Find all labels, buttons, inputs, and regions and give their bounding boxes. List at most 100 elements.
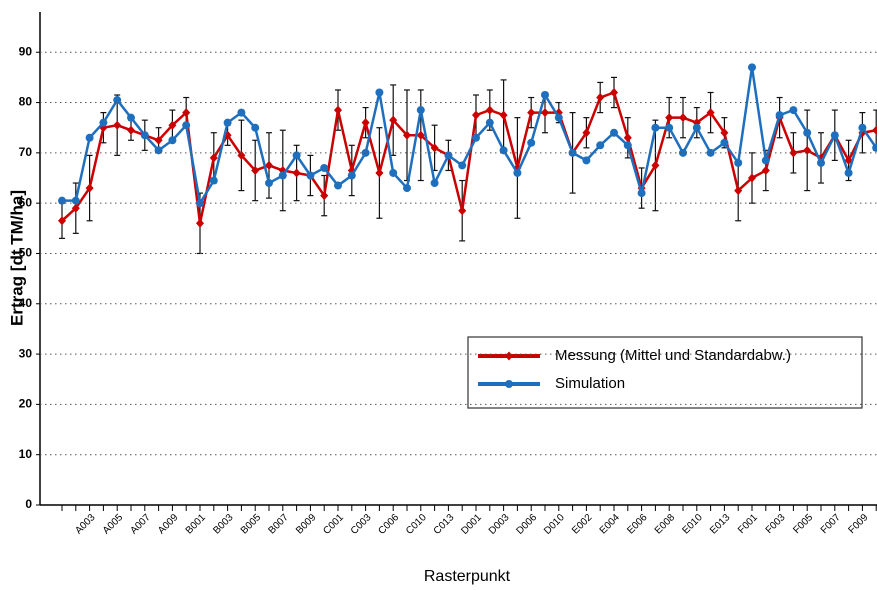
marker xyxy=(761,165,770,175)
marker xyxy=(416,130,425,140)
marker xyxy=(651,123,660,132)
x-tick-label: C003 xyxy=(349,512,374,537)
series-line xyxy=(62,66,877,205)
legend: Messung (Mittel und Standardabw.) Simulat… xyxy=(467,336,863,409)
x-tick-label: D006 xyxy=(515,512,540,537)
marker xyxy=(430,143,439,153)
x-tick-label: F007 xyxy=(819,512,843,536)
marker xyxy=(265,179,273,188)
marker xyxy=(872,125,877,135)
marker xyxy=(58,216,66,226)
marker xyxy=(830,131,839,140)
x-tick-label: C013 xyxy=(432,512,457,537)
marker xyxy=(223,118,232,127)
y-tick-label: 50 xyxy=(19,246,33,260)
marker xyxy=(71,196,80,205)
x-tick-label: F009 xyxy=(846,512,870,536)
y-tick-label: 70 xyxy=(19,145,33,159)
marker xyxy=(775,111,784,120)
x-tick-label: B005 xyxy=(239,512,264,537)
marker xyxy=(610,87,618,97)
marker xyxy=(389,168,398,177)
x-tick-label: C010 xyxy=(404,512,429,537)
marker xyxy=(568,148,577,157)
marker xyxy=(541,108,549,118)
marker xyxy=(499,110,508,120)
marker xyxy=(403,130,411,140)
y-tick-label: 40 xyxy=(19,296,33,310)
marker xyxy=(472,110,480,120)
y-tick-label: 60 xyxy=(19,195,33,209)
marker xyxy=(292,168,301,178)
marker xyxy=(637,189,646,198)
marker xyxy=(154,135,163,145)
marker xyxy=(692,123,701,132)
marker xyxy=(85,183,94,193)
marker xyxy=(99,118,108,127)
x-axis-label: Rasterpunkt xyxy=(424,568,511,585)
marker xyxy=(334,181,342,190)
marker xyxy=(209,176,218,185)
marker xyxy=(706,108,715,118)
legend-box xyxy=(467,336,863,409)
marker xyxy=(720,128,729,138)
marker xyxy=(623,141,632,150)
marker xyxy=(320,191,329,201)
marker xyxy=(665,113,674,123)
x-tick-label: C006 xyxy=(377,512,402,537)
marker xyxy=(154,146,163,155)
marker xyxy=(85,133,94,142)
marker xyxy=(485,118,494,127)
x-tick-label: F001 xyxy=(736,512,760,536)
marker xyxy=(237,108,246,117)
x-tick-label: E006 xyxy=(625,512,650,537)
marker xyxy=(113,96,122,105)
marker xyxy=(182,121,191,130)
marker xyxy=(237,150,246,160)
marker xyxy=(582,156,591,165)
marker xyxy=(610,128,618,137)
marker xyxy=(113,120,122,130)
marker xyxy=(306,171,315,180)
x-tick-label: A007 xyxy=(128,512,153,537)
x-tick-label: D010 xyxy=(542,512,567,537)
marker xyxy=(361,118,370,128)
marker xyxy=(182,108,191,118)
x-tick-label: B001 xyxy=(184,512,209,537)
marker xyxy=(803,128,812,137)
marker xyxy=(858,123,867,132)
marker xyxy=(458,206,467,216)
marker xyxy=(527,108,536,118)
x-tick-label: B009 xyxy=(294,512,319,537)
marker xyxy=(458,161,467,170)
x-tick-label: B007 xyxy=(266,512,291,537)
marker xyxy=(734,158,743,167)
marker xyxy=(748,173,756,183)
marker xyxy=(596,93,605,103)
marker xyxy=(485,105,494,115)
y-tick-label: 10 xyxy=(19,447,33,461)
marker xyxy=(71,203,80,213)
x-tick-label: A003 xyxy=(73,512,98,537)
y-tick-label: 30 xyxy=(19,346,33,360)
y-tick-label: 90 xyxy=(19,44,33,58)
legend-label: Messung (Mittel und Standardabw.) xyxy=(555,347,791,364)
marker xyxy=(292,151,301,160)
x-tick-label: E008 xyxy=(653,512,678,537)
x-tick-label: F005 xyxy=(791,512,815,536)
marker xyxy=(720,138,729,147)
y-tick-label: 20 xyxy=(19,397,33,411)
marker xyxy=(375,88,384,97)
marker xyxy=(472,133,480,142)
marker xyxy=(403,184,411,193)
marker xyxy=(748,63,756,72)
marker xyxy=(347,171,356,180)
x-tick-label: E010 xyxy=(680,512,705,537)
y-tick-label: 0 xyxy=(25,497,32,511)
x-tick-label: D003 xyxy=(487,512,512,537)
marker xyxy=(251,123,260,132)
marker xyxy=(444,151,453,160)
marker xyxy=(430,179,439,188)
marker xyxy=(872,143,877,152)
